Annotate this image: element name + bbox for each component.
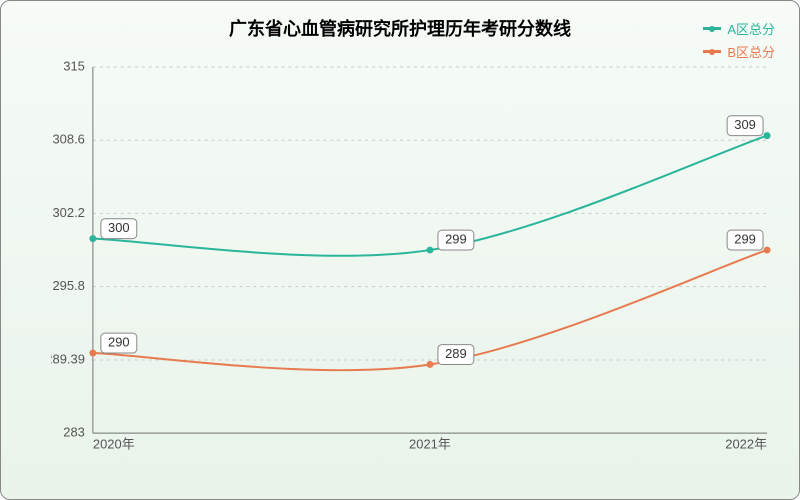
svg-text:2020年: 2020年: [93, 437, 135, 452]
svg-text:295.8: 295.8: [52, 278, 84, 293]
chart-title: 广东省心血管病研究所护理历年考研分数线: [1, 15, 799, 41]
svg-text:283: 283: [63, 425, 85, 440]
legend-label-b: B区总分: [727, 42, 775, 61]
legend-item-b: B区总分: [703, 42, 775, 61]
legend-swatch-b: [703, 50, 721, 53]
svg-text:300: 300: [108, 220, 130, 235]
svg-text:315: 315: [63, 61, 85, 73]
legend-label-a: A区总分: [727, 19, 775, 38]
svg-text:302.2: 302.2: [52, 205, 84, 220]
chart-container: 广东省心血管病研究所护理历年考研分数线 A区总分 B区总分 283289.392…: [0, 0, 800, 500]
svg-text:308.6: 308.6: [52, 132, 84, 147]
svg-text:289.39: 289.39: [51, 351, 85, 366]
chart-svg: 283 289.39 295.8 302.2 308.6 315 2020年 2021年 202…: [51, 61, 779, 459]
svg-text:2021年: 2021年: [409, 437, 451, 452]
svg-text:2022年: 2022年: [725, 437, 767, 452]
legend-item-a: A区总分: [703, 19, 775, 38]
svg-text:289: 289: [445, 346, 467, 361]
svg-text:290: 290: [108, 335, 130, 350]
plot-area: 283 289.39 295.8 302.2 308.6 315 2020年 2021年 202…: [51, 61, 779, 459]
svg-text:309: 309: [734, 117, 756, 132]
legend-swatch-a: [703, 27, 721, 30]
svg-text:299: 299: [734, 232, 756, 247]
svg-text:299: 299: [445, 232, 467, 247]
legend: A区总分 B区总分: [703, 19, 775, 61]
